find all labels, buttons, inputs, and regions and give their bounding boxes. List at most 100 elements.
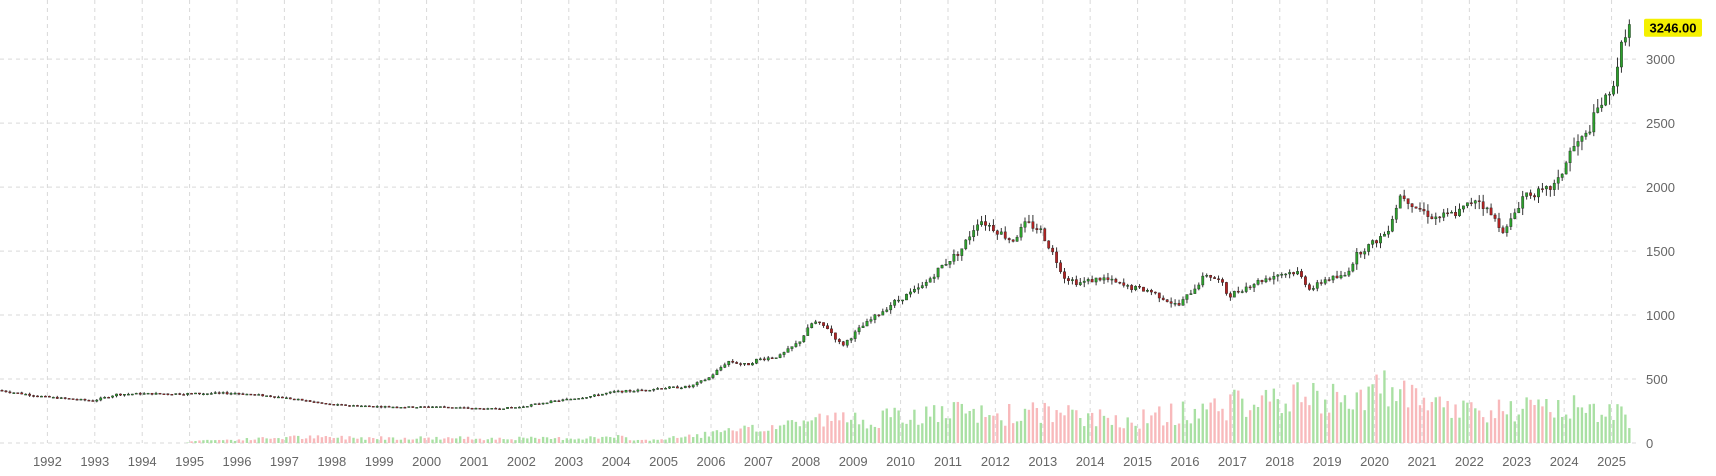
candle-up (1394, 207, 1398, 220)
candle-down (1414, 206, 1418, 209)
candle-up (565, 398, 569, 401)
volume-bar (447, 437, 450, 443)
volume-bar (1280, 413, 1283, 443)
volume-bar (1316, 390, 1319, 443)
volume-bar (1561, 416, 1564, 443)
candle-up (533, 403, 537, 405)
volume-bar (1043, 402, 1046, 443)
volume-bar (1557, 400, 1560, 443)
volume-bar (881, 410, 884, 443)
volume-bar (210, 440, 213, 443)
volume-bar (1454, 404, 1457, 443)
candle-up (1082, 280, 1086, 283)
candle-up (1568, 150, 1572, 164)
volume-bar (723, 430, 726, 443)
volume-bar (1410, 384, 1414, 443)
candle-down (403, 407, 407, 409)
volume-bar (798, 426, 802, 443)
candle-up (1580, 136, 1584, 142)
candle-down (1090, 279, 1094, 283)
candle-up (154, 392, 158, 395)
volume-bar (1075, 410, 1078, 443)
candle-up (541, 402, 545, 405)
candle-up (798, 341, 802, 344)
volume-bar (1395, 401, 1398, 443)
candle-up (213, 392, 217, 394)
y-tick-label: 500 (1646, 372, 1668, 387)
candle-up (794, 343, 798, 347)
volume-bar (1371, 384, 1374, 443)
volume-bar (1154, 412, 1157, 443)
candle-down (1106, 277, 1110, 280)
volume-bar (1067, 405, 1070, 443)
candle-up (869, 319, 873, 322)
volume-bar (522, 437, 525, 443)
candle-up (435, 406, 438, 408)
candle-up (375, 406, 379, 408)
volume-bar (846, 422, 849, 443)
volume-bar (1169, 403, 1173, 443)
candle-up (1078, 282, 1082, 285)
candle-up (905, 293, 908, 301)
candle-down (71, 398, 75, 400)
candle-up (1232, 290, 1236, 298)
x-tick-label: 2001 (460, 454, 489, 469)
candle-up (545, 402, 549, 405)
candle-up (486, 408, 490, 410)
candle-up (569, 398, 573, 401)
volume-bar (1580, 407, 1584, 443)
candle-up (766, 357, 770, 361)
volume-bar (1217, 411, 1220, 443)
volume-bar (1505, 414, 1509, 443)
volume-bar (1260, 395, 1264, 443)
candle-up (549, 400, 553, 404)
volume-bar (822, 426, 825, 443)
candle-down (1059, 262, 1062, 272)
volume-bar (1245, 416, 1248, 443)
candle-up (758, 358, 762, 361)
candle-up (1288, 272, 1292, 275)
volume-bar (304, 438, 308, 443)
volume-bars (186, 370, 1631, 443)
candle-down (1221, 279, 1224, 283)
candle-up (1272, 276, 1276, 280)
last-price-label: 3246.00 (1650, 21, 1697, 36)
candle-down (217, 392, 221, 394)
volume-bar (470, 439, 474, 443)
volume-bar (1185, 420, 1189, 443)
volume-bar (956, 401, 960, 443)
candle-down (739, 363, 742, 365)
candle-up (126, 393, 130, 396)
volume-bar (312, 438, 316, 443)
candle-down (332, 404, 336, 406)
candle-down (877, 314, 881, 317)
candle-up (924, 281, 928, 286)
candle-up (40, 395, 43, 398)
y-tick-label: 2500 (1646, 116, 1675, 131)
volume-bar (348, 436, 351, 443)
volume-bar (1027, 409, 1031, 443)
volume-bar (1004, 425, 1007, 443)
candle-up (1604, 94, 1608, 106)
candle-up (1071, 279, 1074, 281)
last-price-badge-bg (1644, 18, 1702, 37)
volume-bar (964, 413, 967, 443)
candle-down (269, 395, 272, 397)
candle-up (521, 406, 525, 408)
volume-bar (628, 440, 632, 443)
candle-down (1501, 227, 1505, 233)
candle-up (296, 398, 300, 401)
volume-bar (976, 422, 979, 443)
volume-bar (1035, 408, 1039, 443)
volume-bar (735, 431, 738, 443)
candle-down (1438, 216, 1442, 219)
candle-up (51, 396, 55, 399)
candle-up (1620, 41, 1623, 68)
candle-down (1165, 299, 1169, 302)
candle-up (810, 323, 814, 329)
candle-up (861, 325, 865, 328)
volume-bar (383, 439, 387, 443)
candle-up (672, 386, 675, 388)
x-tick-label: 2021 (1408, 454, 1437, 469)
volume-bar (273, 438, 276, 443)
